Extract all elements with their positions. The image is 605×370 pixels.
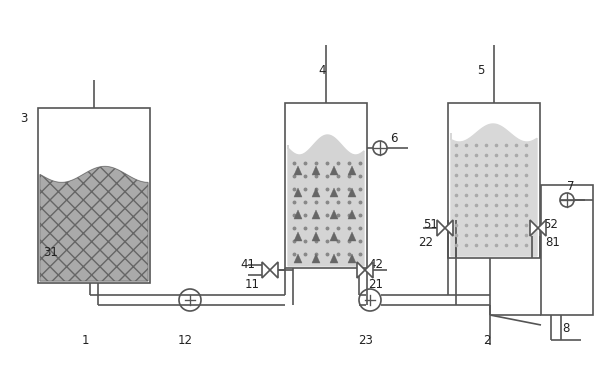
Polygon shape — [312, 254, 320, 263]
Polygon shape — [270, 262, 278, 278]
Bar — [285, 103, 367, 268]
Polygon shape — [330, 188, 338, 197]
Text: 42: 42 — [368, 259, 383, 272]
Polygon shape — [330, 166, 338, 175]
Polygon shape — [538, 220, 546, 236]
Polygon shape — [262, 262, 270, 278]
Polygon shape — [348, 188, 356, 197]
Text: 41: 41 — [240, 259, 255, 272]
Polygon shape — [294, 166, 302, 175]
Polygon shape — [437, 220, 445, 236]
Polygon shape — [348, 232, 356, 241]
Polygon shape — [445, 220, 453, 236]
Polygon shape — [348, 210, 356, 219]
Text: 12: 12 — [178, 333, 193, 346]
Text: 5: 5 — [477, 64, 485, 77]
Polygon shape — [312, 232, 320, 241]
Polygon shape — [288, 135, 364, 266]
Text: 11: 11 — [245, 279, 260, 292]
Polygon shape — [348, 254, 356, 263]
Polygon shape — [357, 262, 365, 278]
Bar — [448, 103, 540, 258]
Text: 4: 4 — [318, 64, 325, 77]
Polygon shape — [312, 210, 320, 219]
Polygon shape — [330, 254, 338, 263]
Text: 23: 23 — [358, 333, 373, 346]
Polygon shape — [294, 254, 302, 263]
Text: 21: 21 — [368, 279, 383, 292]
Text: 52: 52 — [543, 219, 558, 232]
Polygon shape — [312, 166, 320, 175]
Text: 6: 6 — [390, 131, 397, 145]
Bar — [38, 108, 150, 283]
Polygon shape — [40, 166, 148, 281]
Polygon shape — [294, 232, 302, 241]
Text: 22: 22 — [418, 235, 433, 249]
Polygon shape — [294, 188, 302, 197]
Text: 1: 1 — [82, 333, 90, 346]
Bar — [541, 185, 593, 315]
Polygon shape — [294, 210, 302, 219]
Polygon shape — [330, 232, 338, 241]
Polygon shape — [348, 166, 356, 175]
Text: 81: 81 — [545, 235, 560, 249]
Text: 3: 3 — [20, 111, 27, 124]
Polygon shape — [365, 262, 373, 278]
Text: 7: 7 — [567, 181, 575, 194]
Text: 2: 2 — [483, 333, 491, 346]
Text: 8: 8 — [562, 322, 569, 334]
Polygon shape — [312, 188, 320, 197]
Text: 51: 51 — [423, 219, 438, 232]
Polygon shape — [530, 220, 538, 236]
Polygon shape — [451, 124, 537, 256]
Text: 31: 31 — [43, 246, 58, 259]
Polygon shape — [330, 210, 338, 219]
